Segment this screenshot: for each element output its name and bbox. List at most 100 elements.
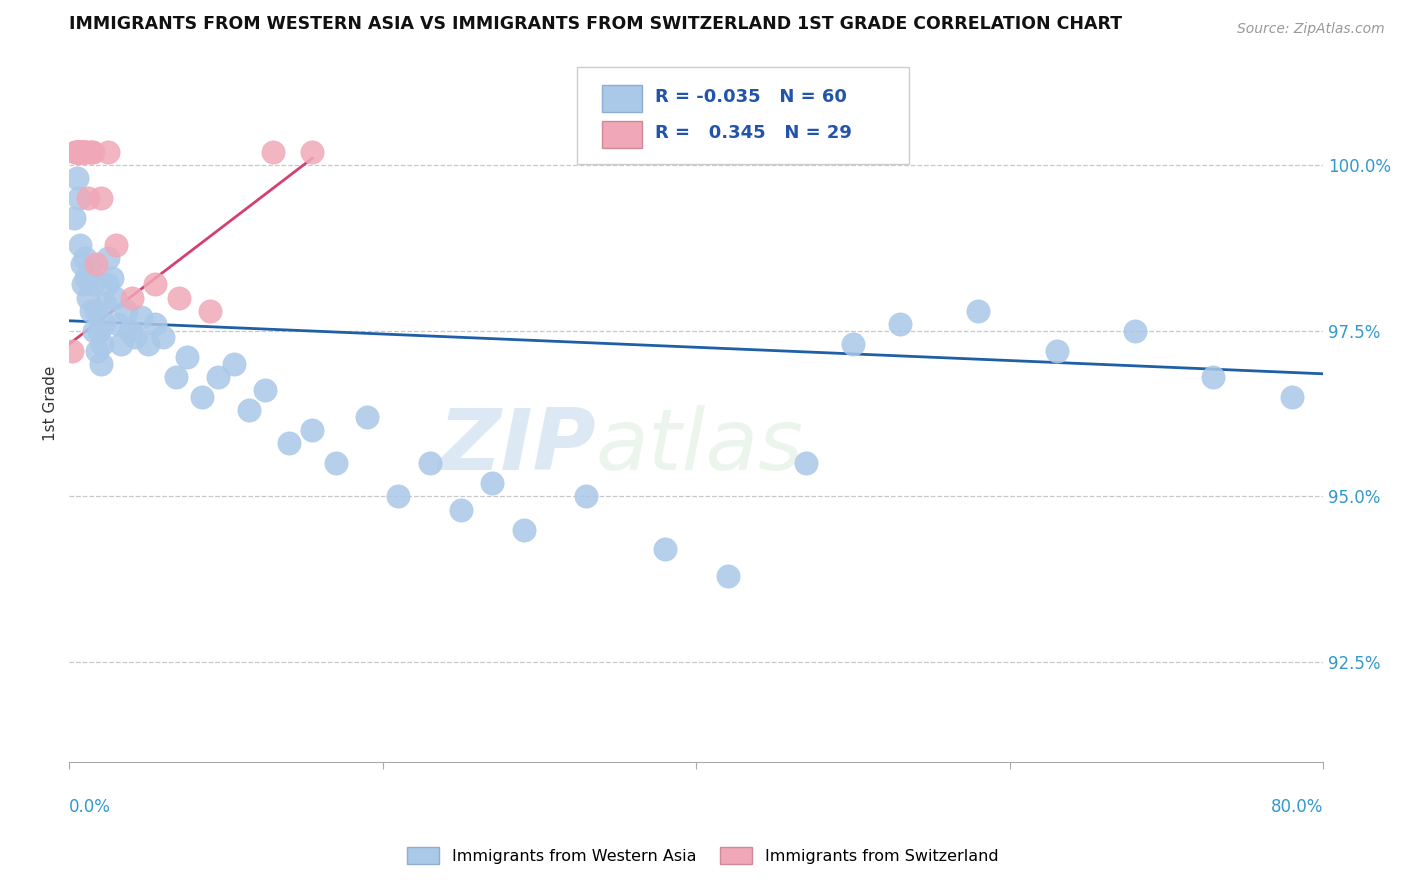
Point bbox=[654, 542, 676, 557]
Point bbox=[136, 337, 159, 351]
Point bbox=[80, 303, 103, 318]
Point bbox=[1202, 370, 1225, 384]
Point bbox=[83, 324, 105, 338]
Point bbox=[69, 237, 91, 252]
Point bbox=[277, 436, 299, 450]
Point bbox=[1281, 390, 1303, 404]
Point bbox=[165, 370, 187, 384]
Point bbox=[63, 145, 86, 159]
Point bbox=[82, 145, 104, 159]
Point bbox=[450, 502, 472, 516]
Point bbox=[356, 409, 378, 424]
Point bbox=[262, 145, 284, 159]
Point bbox=[72, 145, 94, 159]
Point bbox=[96, 277, 118, 292]
Point bbox=[1123, 324, 1146, 338]
Point bbox=[301, 423, 323, 437]
Point bbox=[104, 291, 127, 305]
Point bbox=[387, 490, 409, 504]
Point bbox=[72, 145, 94, 159]
Point bbox=[60, 343, 83, 358]
Point bbox=[107, 317, 129, 331]
Point bbox=[66, 171, 89, 186]
Point bbox=[513, 523, 536, 537]
Point bbox=[121, 291, 143, 305]
Point bbox=[79, 264, 101, 278]
Point bbox=[167, 291, 190, 305]
Point bbox=[124, 330, 146, 344]
Point bbox=[105, 237, 128, 252]
Point bbox=[481, 476, 503, 491]
Text: ZIP: ZIP bbox=[439, 405, 596, 488]
Point bbox=[145, 317, 167, 331]
Point bbox=[82, 277, 104, 292]
Bar bbox=[602, 85, 643, 112]
Point bbox=[114, 303, 136, 318]
Text: IMMIGRANTS FROM WESTERN ASIA VS IMMIGRANTS FROM SWITZERLAND 1ST GRADE CORRELATIO: IMMIGRANTS FROM WESTERN ASIA VS IMMIGRAN… bbox=[69, 15, 1122, 33]
Point bbox=[419, 456, 441, 470]
Point bbox=[72, 277, 94, 292]
Point bbox=[66, 145, 89, 159]
Point bbox=[120, 324, 142, 338]
Text: atlas: atlas bbox=[596, 405, 804, 488]
Point bbox=[200, 303, 222, 318]
Point bbox=[97, 145, 120, 159]
Point bbox=[254, 384, 277, 398]
Point bbox=[70, 145, 93, 159]
Point bbox=[84, 257, 107, 271]
Point bbox=[66, 145, 89, 159]
Point bbox=[842, 337, 865, 351]
Point bbox=[84, 303, 107, 318]
Point bbox=[325, 456, 347, 470]
Bar bbox=[602, 120, 643, 148]
Point bbox=[97, 251, 120, 265]
Point bbox=[73, 145, 96, 159]
Point bbox=[70, 257, 93, 271]
Point bbox=[76, 270, 98, 285]
Point bbox=[76, 145, 98, 159]
Point bbox=[967, 303, 990, 318]
Text: Source: ZipAtlas.com: Source: ZipAtlas.com bbox=[1237, 22, 1385, 37]
Point bbox=[86, 343, 108, 358]
Point bbox=[301, 145, 323, 159]
Point bbox=[575, 490, 598, 504]
Point bbox=[80, 145, 103, 159]
Point bbox=[91, 337, 114, 351]
Text: 0.0%: 0.0% bbox=[69, 798, 111, 816]
Point bbox=[90, 357, 112, 371]
Point bbox=[110, 337, 132, 351]
Point bbox=[77, 191, 100, 205]
Point bbox=[67, 145, 90, 159]
Point bbox=[67, 191, 90, 205]
Point bbox=[90, 191, 112, 205]
Text: R = -0.035   N = 60: R = -0.035 N = 60 bbox=[655, 88, 846, 106]
Point bbox=[794, 456, 817, 470]
Point bbox=[67, 145, 90, 159]
Point bbox=[222, 357, 245, 371]
Point bbox=[176, 350, 198, 364]
Point bbox=[73, 251, 96, 265]
Point bbox=[63, 211, 86, 225]
Point bbox=[889, 317, 911, 331]
Point bbox=[77, 291, 100, 305]
Point bbox=[94, 297, 117, 311]
Point bbox=[79, 145, 101, 159]
Point bbox=[93, 317, 115, 331]
Point bbox=[87, 324, 110, 338]
Point bbox=[100, 270, 122, 285]
Point bbox=[145, 277, 167, 292]
FancyBboxPatch shape bbox=[576, 67, 910, 164]
Point bbox=[70, 145, 93, 159]
Point bbox=[207, 370, 229, 384]
Y-axis label: 1st Grade: 1st Grade bbox=[44, 366, 58, 442]
Point bbox=[191, 390, 214, 404]
Point bbox=[131, 310, 153, 325]
Legend: Immigrants from Western Asia, Immigrants from Switzerland: Immigrants from Western Asia, Immigrants… bbox=[401, 840, 1005, 871]
Text: 80.0%: 80.0% bbox=[1271, 798, 1323, 816]
Point bbox=[65, 145, 87, 159]
Point bbox=[73, 145, 96, 159]
Point bbox=[152, 330, 174, 344]
Text: R =   0.345   N = 29: R = 0.345 N = 29 bbox=[655, 124, 852, 142]
Point bbox=[1046, 343, 1069, 358]
Point bbox=[716, 569, 738, 583]
